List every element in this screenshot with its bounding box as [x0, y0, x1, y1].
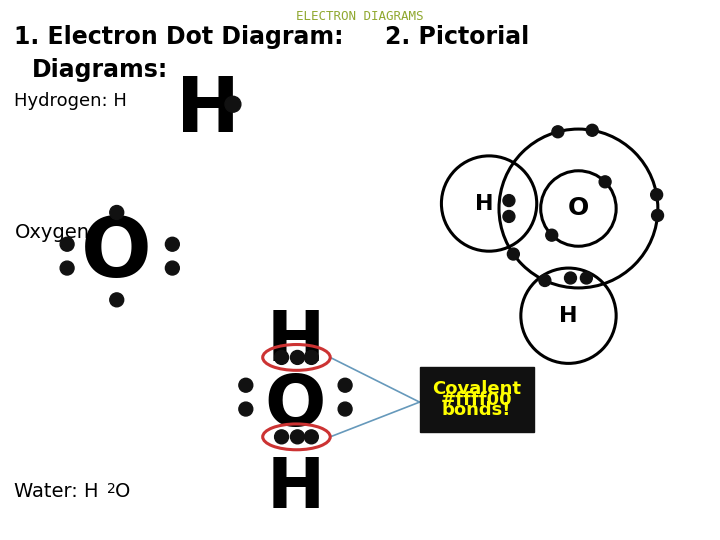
Circle shape: [239, 402, 253, 416]
Circle shape: [110, 206, 124, 219]
Ellipse shape: [441, 156, 536, 251]
Circle shape: [305, 350, 318, 365]
Circle shape: [338, 402, 352, 416]
Text: Hydrogen: H: Hydrogen: H: [14, 92, 127, 110]
Circle shape: [239, 379, 253, 392]
Circle shape: [274, 430, 289, 444]
Ellipse shape: [521, 268, 616, 363]
Circle shape: [60, 261, 74, 275]
Text: 2. Pictorial: 2. Pictorial: [384, 25, 529, 49]
Text: H: H: [559, 306, 577, 326]
Circle shape: [580, 272, 593, 284]
Circle shape: [305, 430, 318, 444]
Text: O: O: [265, 372, 326, 441]
Circle shape: [503, 211, 515, 222]
Text: H: H: [475, 193, 493, 213]
Circle shape: [110, 293, 124, 307]
Circle shape: [166, 237, 179, 251]
Text: Water: H: Water: H: [14, 482, 99, 501]
Text: O: O: [568, 197, 589, 220]
Text: 2: 2: [107, 482, 116, 496]
Text: O: O: [114, 482, 130, 501]
Circle shape: [599, 176, 611, 188]
Text: Covalent
bonds!: Covalent bonds!: [432, 380, 521, 419]
Text: O: O: [81, 213, 152, 294]
Circle shape: [586, 124, 598, 136]
Circle shape: [651, 189, 662, 201]
Circle shape: [338, 379, 352, 392]
Circle shape: [539, 274, 551, 286]
Bar: [420, 367, 534, 432]
Circle shape: [652, 210, 664, 221]
Text: Oxygen:: Oxygen:: [14, 224, 96, 242]
Circle shape: [564, 272, 577, 284]
Text: H: H: [266, 455, 325, 522]
Circle shape: [503, 194, 515, 206]
Circle shape: [290, 350, 305, 365]
Text: ELECTRON DIAGRAMS: ELECTRON DIAGRAMS: [296, 10, 424, 23]
Circle shape: [60, 237, 74, 251]
Circle shape: [552, 126, 564, 138]
Circle shape: [546, 229, 558, 241]
Circle shape: [225, 96, 241, 112]
Text: #ffff00: #ffff00: [441, 390, 513, 409]
Circle shape: [508, 248, 519, 260]
Text: Diagrams:: Diagrams:: [32, 58, 168, 82]
Circle shape: [290, 430, 305, 444]
Circle shape: [166, 261, 179, 275]
Text: H: H: [266, 308, 325, 375]
Circle shape: [274, 350, 289, 365]
Text: H: H: [176, 75, 240, 148]
Text: 1. Electron Dot Diagram:: 1. Electron Dot Diagram:: [14, 25, 344, 49]
